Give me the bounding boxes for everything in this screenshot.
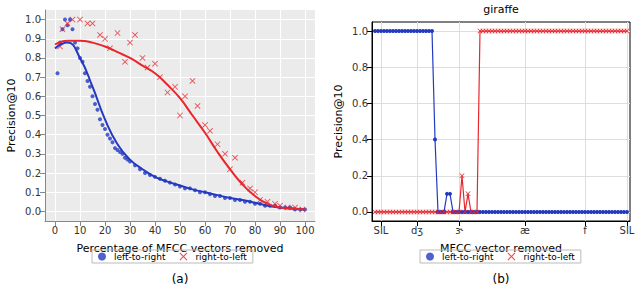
svg-text:Precision@10: Precision@10: [5, 78, 18, 152]
svg-text:40: 40: [149, 225, 162, 236]
svg-text:æ: æ: [520, 225, 530, 236]
svg-text:10: 10: [74, 225, 87, 236]
svg-text:0.4: 0.4: [25, 129, 41, 140]
svg-text:left-to-right: left-to-right: [114, 252, 166, 262]
svg-text:0.3: 0.3: [25, 148, 41, 159]
svg-text:SIL: SIL: [374, 225, 389, 236]
svg-text:ɝ: ɝ: [455, 225, 463, 236]
svg-text:dʒ: dʒ: [411, 225, 423, 236]
svg-text:1.0: 1.0: [352, 26, 368, 37]
svg-text:0.5: 0.5: [25, 110, 41, 121]
svg-text:0.6: 0.6: [352, 98, 368, 109]
svg-text:0.7: 0.7: [25, 72, 41, 83]
svg-text:left-to-right: left-to-right: [442, 252, 494, 262]
svg-text:60: 60: [199, 225, 212, 236]
svg-text:30: 30: [124, 225, 137, 236]
svg-text:0.9: 0.9: [25, 33, 41, 44]
svg-text:20: 20: [99, 225, 112, 236]
svg-text:Percentage of MFCC vectors rem: Percentage of MFCC vectors removed: [76, 242, 284, 255]
svg-text:50: 50: [174, 225, 187, 236]
svg-text:0.4: 0.4: [352, 134, 368, 145]
svg-text:giraffe: giraffe: [483, 3, 519, 16]
svg-text:0.6: 0.6: [25, 91, 41, 102]
svg-text:0.2: 0.2: [352, 170, 368, 181]
svg-text:80: 80: [249, 225, 262, 236]
svg-text:0.1: 0.1: [25, 187, 41, 198]
svg-text:90: 90: [274, 225, 287, 236]
svg-text:0.8: 0.8: [352, 62, 368, 73]
svg-text:0.8: 0.8: [25, 52, 41, 63]
svg-text:SIL: SIL: [620, 225, 635, 236]
svg-text:1.0: 1.0: [25, 14, 41, 25]
svg-text:right-to-left: right-to-left: [523, 252, 575, 262]
svg-text:(b): (b): [493, 272, 510, 286]
svg-text:Precision@10: Precision@10: [332, 84, 345, 158]
svg-text:0.0: 0.0: [25, 206, 41, 217]
svg-text:70: 70: [224, 225, 237, 236]
svg-text:right-to-left: right-to-left: [195, 252, 247, 262]
svg-text:f: f: [583, 225, 587, 236]
svg-text:(a): (a): [172, 272, 189, 286]
svg-text:0.0: 0.0: [352, 206, 368, 217]
svg-text:0: 0: [52, 225, 58, 236]
svg-text:0.2: 0.2: [25, 168, 41, 179]
svg-text:100: 100: [295, 225, 314, 236]
svg-text:MFCC vector removed: MFCC vector removed: [440, 242, 562, 255]
